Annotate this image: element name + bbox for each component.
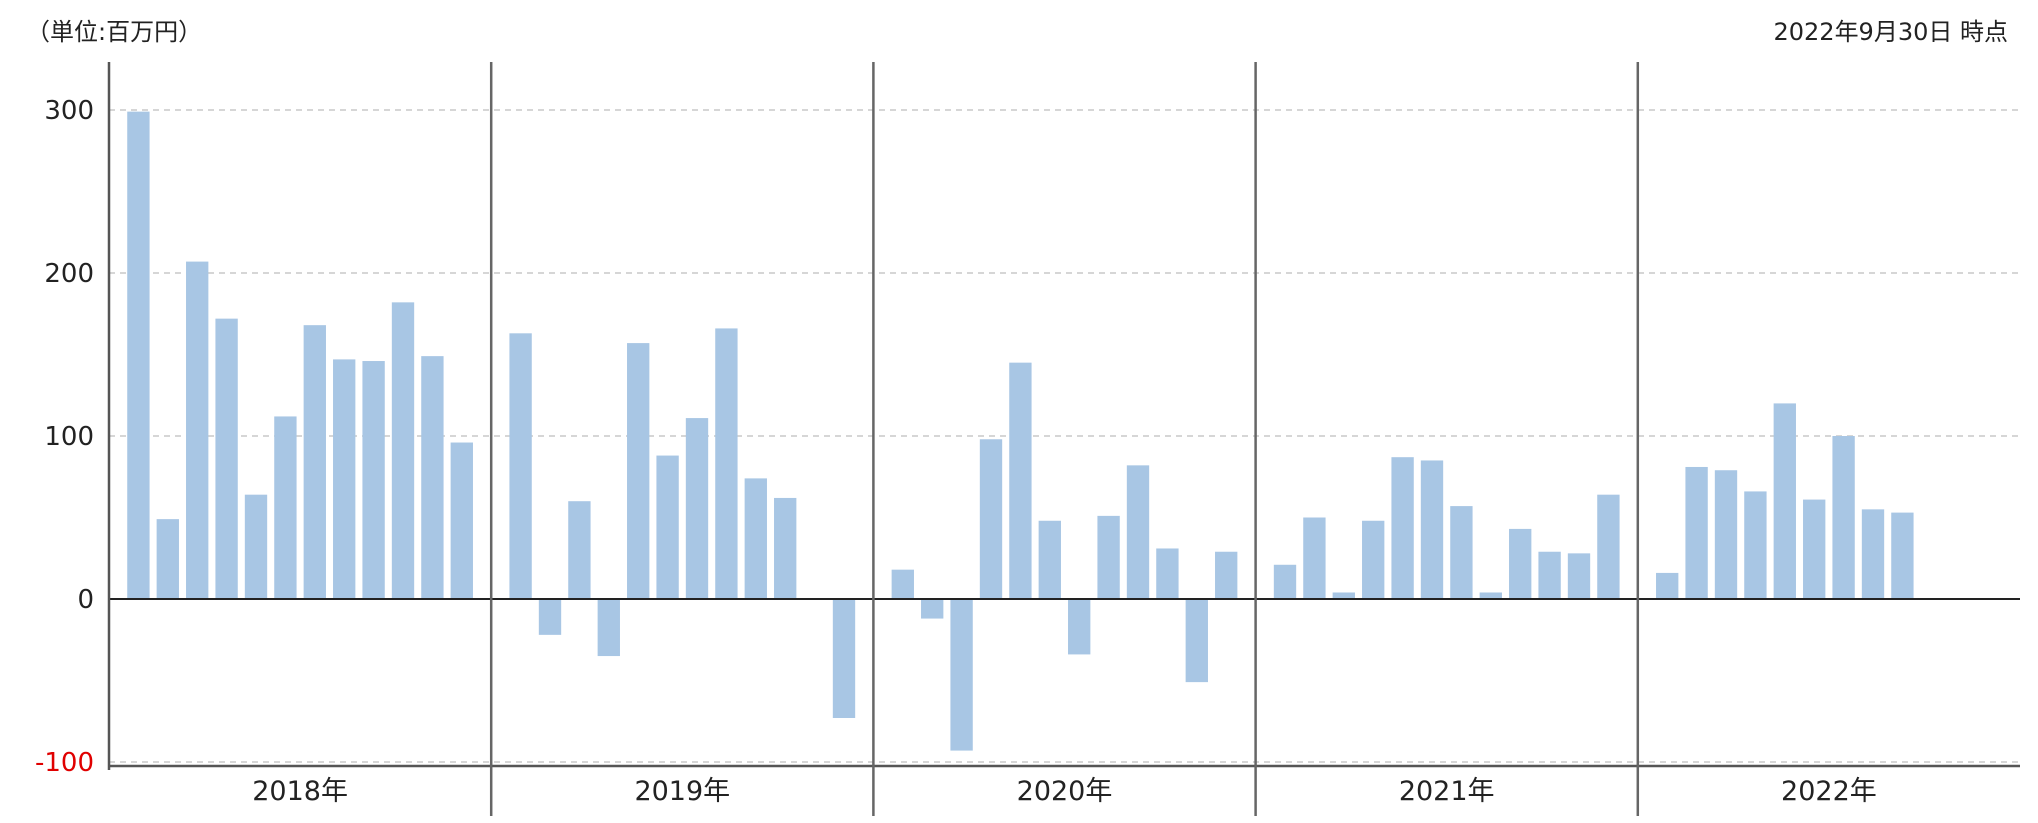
y-tick-label: -100: [35, 748, 94, 778]
bar: [744, 478, 767, 599]
bar: [1185, 599, 1208, 683]
bar: [333, 359, 356, 599]
bar: [1273, 564, 1297, 599]
bar: [1068, 599, 1091, 655]
bar: [303, 325, 326, 599]
as-of-date: 2022年9月30日 時点: [1773, 18, 2008, 46]
bar: [156, 519, 179, 599]
bar: [832, 599, 856, 718]
bar: [1538, 551, 1561, 599]
bar: [1126, 465, 1150, 599]
bar: [421, 356, 444, 599]
bar: [1332, 592, 1355, 599]
bar: [1391, 457, 1414, 599]
bar: [921, 599, 944, 619]
y-tick-label: 200: [44, 259, 94, 289]
axes: [107, 62, 2020, 816]
year-label: 2022年: [1781, 776, 1877, 807]
bar: [568, 501, 591, 599]
bar: [1744, 491, 1767, 599]
bar: [1861, 509, 1885, 599]
bar: [127, 111, 150, 599]
bar: [391, 302, 415, 599]
axis-labels: 300 200 100 0 -100 2018年 2019年 2020年 2021年 2022年: [35, 96, 1877, 807]
bar: [950, 599, 973, 751]
bar: [597, 599, 620, 657]
bar: [450, 442, 473, 599]
bar: [979, 439, 1003, 599]
bar: [1303, 517, 1326, 599]
year-label: 2018年: [252, 776, 348, 807]
bar: [1714, 470, 1738, 599]
bar: [1450, 506, 1473, 599]
year-label: 2020年: [1017, 776, 1113, 807]
bar: [1685, 466, 1708, 599]
bar: [1420, 460, 1444, 599]
bar: [774, 497, 797, 599]
bar: [186, 261, 209, 599]
bar: [215, 318, 238, 599]
bar: [1009, 362, 1032, 599]
bar: [1597, 494, 1620, 599]
bar: [1509, 528, 1532, 599]
bar: [891, 569, 914, 599]
bar: [627, 343, 650, 599]
bar: [685, 418, 709, 599]
bar: [1097, 515, 1120, 599]
year-label: 2019年: [634, 776, 730, 807]
bar: [509, 333, 532, 599]
bar: [1479, 592, 1502, 599]
bar: [1773, 403, 1796, 599]
y-tick-label: 0: [77, 585, 94, 615]
y-tick-label: 100: [44, 422, 94, 452]
y-tick-label: 300: [44, 96, 94, 126]
year-label: 2021年: [1399, 776, 1495, 807]
bar: [1567, 553, 1591, 599]
unit-label: （単位:百万円）: [26, 18, 203, 46]
bar: [1803, 499, 1826, 599]
bar: [538, 599, 562, 635]
bar: [656, 455, 679, 599]
bar: [1362, 520, 1385, 599]
bar: [1215, 551, 1238, 599]
bars: [127, 111, 1914, 751]
bar: [1832, 436, 1855, 599]
bar: [362, 361, 385, 599]
bar: [715, 328, 738, 599]
bar: [1038, 520, 1061, 599]
bar: [274, 416, 297, 599]
bar: [244, 494, 268, 599]
bar: [1891, 512, 1914, 599]
bar: [1156, 548, 1179, 599]
bar: [1656, 572, 1679, 599]
